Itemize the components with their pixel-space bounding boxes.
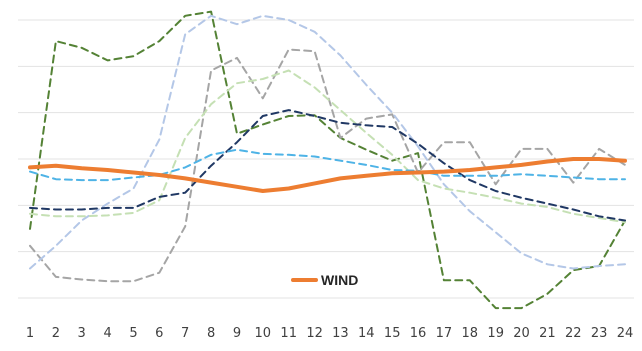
x-tick-label: 7: [181, 326, 189, 341]
x-tick-label: 2: [52, 326, 60, 341]
x-tick-label: 10: [255, 326, 272, 341]
x-tick-label: 4: [103, 326, 111, 341]
series-line-dashed-6: [29, 148, 626, 182]
x-tick-label: 12: [306, 326, 323, 341]
series-line-dashed-4: [29, 69, 626, 224]
x-tick-label: 18: [462, 326, 479, 341]
x-tick-label: 23: [591, 326, 608, 341]
series-line-dashed-5: [29, 109, 626, 222]
gridlines: [18, 19, 634, 299]
x-tick-label: 5: [129, 326, 137, 341]
x-tick-label: 19: [487, 326, 504, 341]
x-tick-label: 3: [78, 326, 86, 341]
x-tick-label: 14: [358, 326, 375, 341]
x-tick-label: 6: [155, 326, 163, 341]
legend-label-wind: WIND: [321, 272, 358, 288]
x-tick-label: 20: [513, 326, 530, 341]
x-tick-label: 16: [410, 326, 427, 341]
x-tick-label: 9: [233, 326, 241, 341]
series-line-dashed-1: [29, 10, 626, 310]
series-line-dashed-3: [29, 14, 626, 270]
legend: WIND: [291, 272, 358, 288]
series-line-wind: [28, 157, 627, 193]
x-tick-label: 15: [384, 326, 401, 341]
x-tick-label: 17: [436, 326, 453, 341]
x-axis-tick-labels: 1 2 3 4 5 6 7 8 9 10 11 12 13 14 15 16 17 18 19 20 21 22 23 24: [26, 326, 633, 341]
series-group: [28, 10, 627, 310]
x-tick-label: 11: [280, 326, 297, 341]
x-tick-label: 21: [539, 326, 556, 341]
x-tick-label: 22: [565, 326, 582, 341]
x-tick-label: 13: [332, 326, 349, 341]
x-tick-label: 24: [617, 326, 634, 341]
x-tick-label: 8: [207, 326, 215, 341]
series-line-dashed-2: [29, 48, 626, 283]
x-tick-label: 1: [26, 326, 34, 341]
